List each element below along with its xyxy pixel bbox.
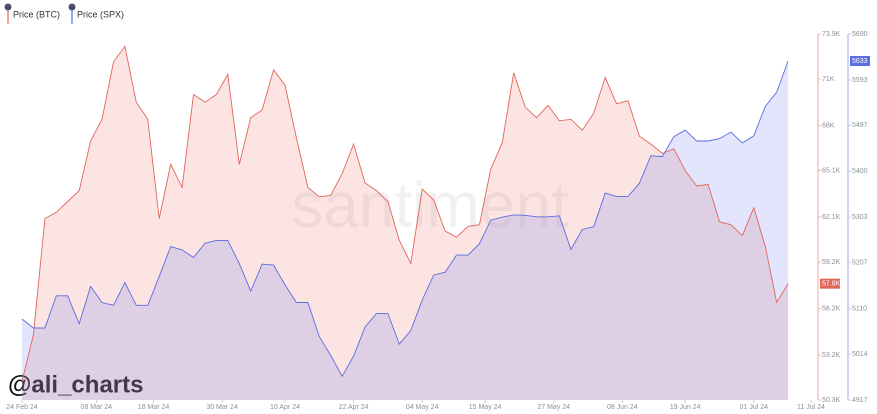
x-tick-label: 30 Mar 24 — [206, 404, 238, 411]
x-tick-label: 10 Apr 24 — [270, 404, 300, 411]
series-line — [21, 45, 789, 382]
x-tick-label: 27 May 24 — [537, 404, 570, 411]
y-tick-label: 71K — [822, 76, 835, 83]
x-tick-label: 01 Jul 24 — [740, 404, 769, 411]
x-tick-label: 08 Jun 24 — [607, 404, 638, 411]
y2-tick-label: 5207 — [852, 260, 868, 267]
y-tick-label: 59.2K — [822, 259, 841, 266]
y-tick-label: 65.1K — [822, 167, 841, 174]
series-line — [21, 60, 789, 378]
legend-label: Price (BTC) — [13, 9, 60, 19]
legend: Price (BTC) Price (SPX) — [4, 3, 124, 24]
area-fill — [22, 46, 789, 401]
legend-label: Price (SPX) — [77, 9, 124, 19]
x-tick-label: 24 Feb 24 — [6, 404, 38, 411]
x-tick-label: 04 May 24 — [406, 404, 439, 411]
y2-tick-label: 5593 — [852, 77, 868, 84]
author-handle: @ali_charts — [8, 371, 143, 398]
y2-tick-label: 4917 — [852, 397, 868, 404]
y-tick-label: 73.9K — [822, 31, 841, 38]
current-value-box — [850, 55, 870, 66]
x-tick-label: 08 Mar 24 — [81, 404, 113, 411]
y2-tick-label: 5303 — [852, 214, 868, 221]
legend-icon — [4, 3, 12, 11]
y2-tick-label: 5400 — [852, 168, 868, 175]
legend-icon — [68, 3, 76, 11]
current-value-label: 5633 — [852, 58, 868, 65]
y-tick-label: 50.3K — [822, 397, 841, 404]
watermark: santiment — [291, 169, 569, 241]
y-tick-label: 68K — [822, 122, 835, 129]
y2-tick-label: 5110 — [852, 305, 867, 312]
y2-tick-label: 5690 — [852, 31, 868, 38]
y2-tick-label: 5497 — [852, 122, 868, 129]
x-tick-label: 18 Mar 24 — [138, 404, 170, 411]
x-tick-label: 11 Jul 24 — [797, 404, 825, 411]
current-value-label: 57.8K — [822, 281, 841, 288]
x-tick-label: 19 Jun 24 — [670, 404, 701, 411]
current-value-box — [820, 278, 840, 289]
y-tick-label: 62.1K — [822, 214, 841, 221]
x-tick-label: 15 May 24 — [469, 404, 502, 411]
y-tick-label: 53.2K — [822, 352, 841, 359]
x-tick-label: 22 Apr 24 — [339, 404, 369, 411]
area-fill — [22, 61, 789, 400]
y-tick-label: 56.2K — [822, 305, 841, 312]
y2-tick-label: 5014 — [852, 351, 868, 358]
